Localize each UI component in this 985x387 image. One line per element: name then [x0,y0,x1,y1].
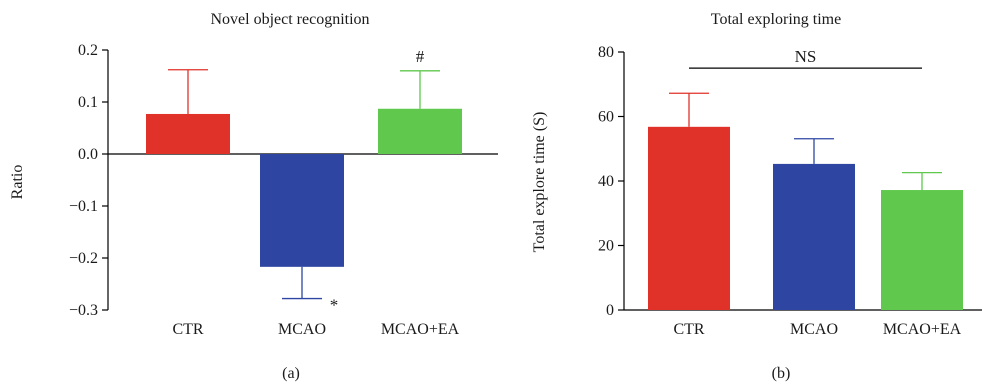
panel-label-a: (a) [282,365,300,382]
chart-a-bar-ctr [146,113,230,154]
chart-b-ytick-label: 0 [606,302,614,319]
chart-b-ytick-label: 80 [598,44,614,61]
chart-a-ytick-label: −0.1 [69,198,98,215]
chart-a-bar-mcao [260,154,344,267]
chart-a-ytick-label: 0.0 [78,146,98,163]
chart-b-ytick-label: 60 [598,109,614,126]
chart-b: Total exploring time Total explore time … [531,11,982,382]
panel-label-b: (b) [772,365,791,382]
chart-b-significance-label: NS [795,47,817,66]
chart-b-ylabel: Total explore time (S) [531,112,548,253]
chart-a-bar-mcao-ea [378,108,462,154]
chart-a-ytick-label: 0.2 [78,42,98,59]
chart-b-title: Total exploring time [711,11,841,28]
chart-b-bar-mcao-ea [881,190,963,310]
chart-b-category-label: CTR [673,321,704,338]
chart-a-ytick-label: −0.3 [69,302,98,319]
chart-a-ylabel: Ratio [9,165,26,200]
chart-b-ytick-label: 40 [598,173,614,190]
chart-a-annotation: * [330,296,339,315]
chart-b-bar-mcao [773,163,855,310]
chart-a: Novel object recognition Ratio (a) 0.2 0.… [9,11,498,382]
chart-b-ytick-label: 20 [598,238,614,255]
chart-a-ytick-label: 0.1 [78,94,98,111]
chart-b-category-label: MCAO [790,321,838,338]
chart-a-ytick-label: −0.2 [69,250,98,267]
chart-b-bar-ctr [648,126,730,310]
chart-a-annotation: # [416,47,425,66]
chart-a-category-label: CTR [172,321,203,338]
chart-b-category-label: MCAO+EA [883,321,962,338]
chart-a-title: Novel object recognition [210,11,369,28]
chart-a-category-label: MCAO+EA [381,321,460,338]
chart-a-category-label: MCAO [278,321,326,338]
